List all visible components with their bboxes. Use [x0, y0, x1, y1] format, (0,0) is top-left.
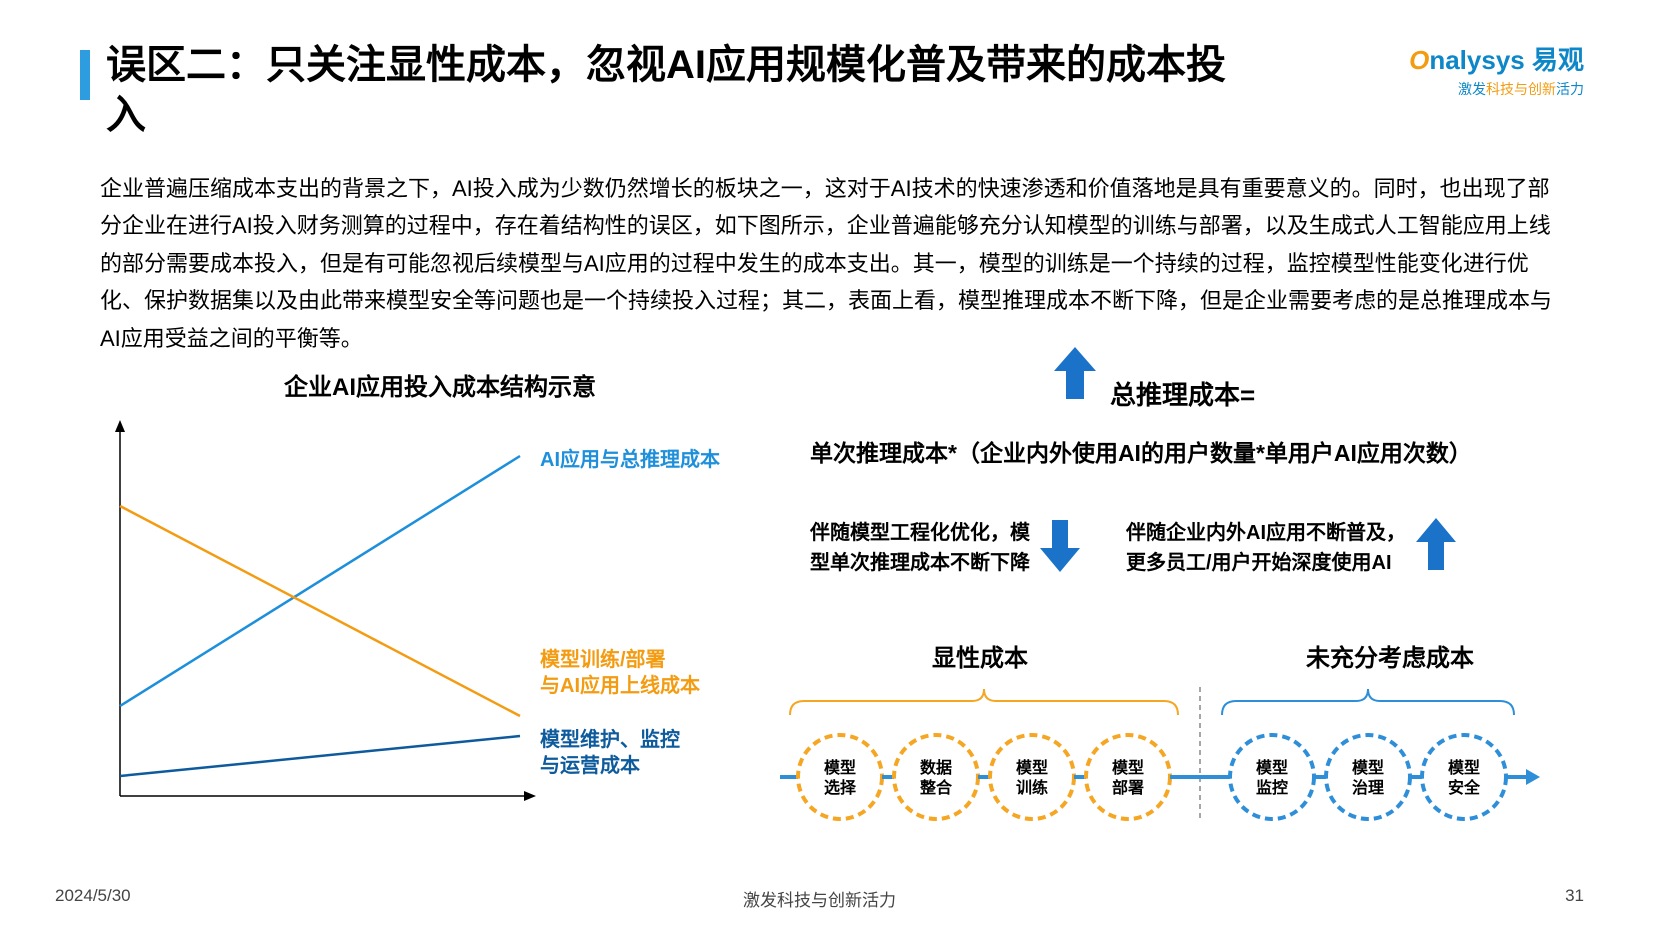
logo-en: nalysys — [1429, 45, 1524, 75]
chart-title: 企业AI应用投入成本结构示意 — [120, 367, 760, 402]
body-paragraph: 企业普遍压缩成本支出的背景之下，AI投入成为少数仍然增长的板块之一，这对于AI技… — [100, 170, 1560, 357]
logo: Onalysys 易观 激发科技与创新活力 — [1409, 40, 1584, 99]
formula-block: 总推理成本= 单次推理成本*（企业内外使用AI的用户数量*单用户AI应用次数） … — [780, 375, 1600, 578]
content-area: 企业AI应用投入成本结构示意 AI应用与总推理成本模型训练/部署与AI应用上线成… — [80, 367, 1584, 827]
svg-text:模型训练/部署: 模型训练/部署 — [540, 647, 666, 671]
slide-title: 误区二：只关注显性成本，忽视AI应用规模化普及带来的成本投入 — [106, 40, 1226, 140]
logo-tagline: 激发科技与创新活力 — [1409, 79, 1584, 99]
sub-text-1: 伴随模型工程化优化，模 型单次推理成本不断下降 — [810, 518, 1030, 578]
title-row: 误区二：只关注显性成本，忽视AI应用规模化普及带来的成本投入 — [80, 40, 1584, 140]
sub-text-2: 伴随企业内外AI应用不断普及， 更多员工/用户开始深度使用AI — [1126, 518, 1406, 578]
pipeline-right-label: 未充分考虑成本 — [1230, 638, 1550, 673]
formula-line2: 单次推理成本*（企业内外使用AI的用户数量*单用户AI应用次数） — [810, 434, 1600, 468]
sub-row: 伴随模型工程化优化，模 型单次推理成本不断下降 伴随企业内外AI应用不断普及， … — [810, 518, 1600, 578]
slide: Onalysys 易观 激发科技与创新活力 误区二：只关注显性成本，忽视AI应用… — [0, 0, 1664, 936]
logo-o: O — [1409, 45, 1429, 75]
svg-text:部署: 部署 — [1112, 778, 1144, 797]
formula-line1: 总推理成本= — [1110, 375, 1600, 412]
footer-center: 激发科技与创新活力 — [743, 886, 896, 911]
svg-text:训练: 训练 — [1016, 778, 1048, 797]
svg-text:模型: 模型 — [1112, 758, 1144, 777]
pipeline-labels: 显性成本 未充分考虑成本 — [780, 638, 1600, 673]
up-arrow-icon-2 — [1416, 518, 1456, 572]
cost-chart: AI应用与总推理成本模型训练/部署与AI应用上线成本模型维护、监控与运营成本 — [80, 406, 760, 826]
svg-text:与运营成本: 与运营成本 — [540, 753, 640, 777]
svg-text:模型: 模型 — [1352, 758, 1384, 777]
chart-panel: 企业AI应用投入成本结构示意 AI应用与总推理成本模型训练/部署与AI应用上线成… — [80, 367, 760, 827]
footer-page: 31 — [1565, 886, 1584, 906]
svg-text:模型: 模型 — [1256, 758, 1288, 777]
svg-text:AI应用与总推理成本: AI应用与总推理成本 — [540, 447, 720, 471]
pipeline-left-label: 显性成本 — [780, 638, 1180, 673]
svg-text:选择: 选择 — [824, 778, 857, 797]
svg-text:模型维护、监控: 模型维护、监控 — [540, 727, 680, 751]
footer-date: 2024/5/30 — [55, 886, 131, 906]
logo-cn: 易观 — [1532, 45, 1584, 75]
pipeline: 显性成本 未充分考虑成本 模型选择数据整合模型训练模型部署模型监控模型治理模型安… — [780, 638, 1600, 827]
svg-text:模型: 模型 — [1448, 758, 1480, 777]
pipeline-diagram: 模型选择数据整合模型训练模型部署模型监控模型治理模型安全 — [780, 677, 1600, 827]
down-arrow-icon — [1040, 518, 1080, 572]
svg-text:监控: 监控 — [1256, 778, 1288, 797]
up-arrow-icon — [1054, 347, 1096, 403]
svg-text:治理: 治理 — [1352, 778, 1384, 797]
title-accent-bar — [80, 50, 90, 100]
svg-text:数据: 数据 — [920, 758, 952, 777]
sub-col-2: 伴随企业内外AI应用不断普及， 更多员工/用户开始深度使用AI — [1126, 518, 1466, 578]
right-panel: 总推理成本= 单次推理成本*（企业内外使用AI的用户数量*单用户AI应用次数） … — [780, 367, 1600, 827]
svg-text:模型: 模型 — [1016, 758, 1048, 777]
svg-text:与AI应用上线成本: 与AI应用上线成本 — [540, 673, 700, 697]
svg-text:整合: 整合 — [919, 778, 953, 797]
svg-text:安全: 安全 — [1448, 778, 1481, 797]
svg-text:模型: 模型 — [824, 758, 856, 777]
sub-col-1: 伴随模型工程化优化，模 型单次推理成本不断下降 — [810, 518, 1090, 578]
footer: 2024/5/30 激发科技与创新活力 31 — [55, 886, 1584, 906]
logo-main: Onalysys 易观 — [1409, 40, 1584, 77]
